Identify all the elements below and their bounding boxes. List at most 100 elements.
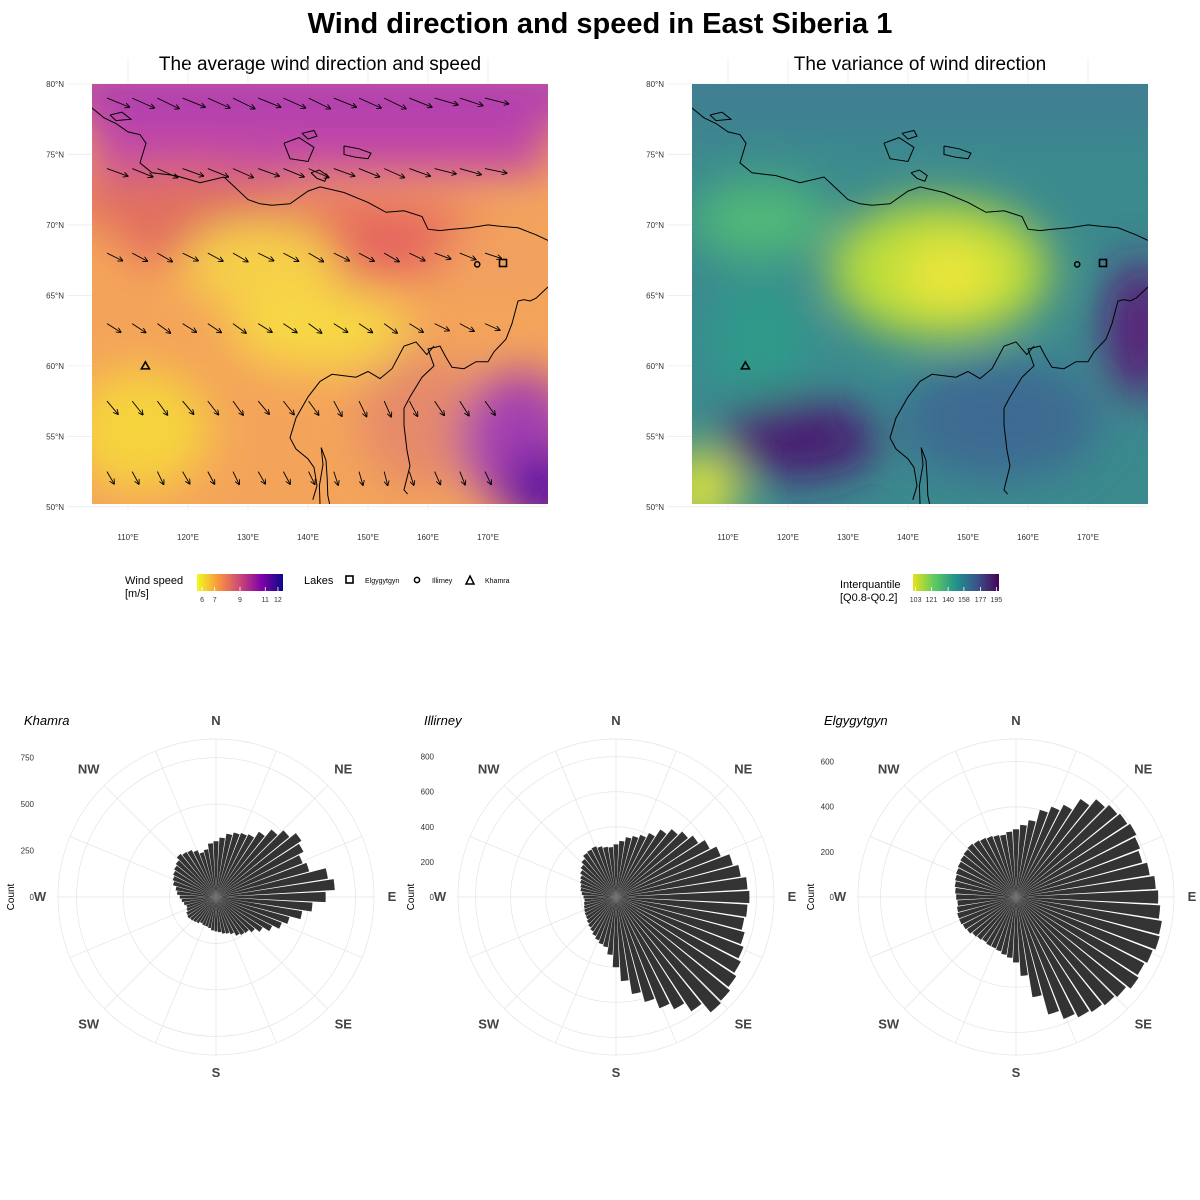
wind-arrow: [131, 400, 143, 414]
rose-bar: [1016, 824, 1027, 897]
coastline-segment: [910, 169, 928, 182]
rose-bar: [584, 897, 616, 913]
lat-tick-label: 70°N: [646, 221, 664, 230]
wind-arrow: [232, 323, 246, 333]
colorbar-tick-label: 140: [942, 597, 954, 604]
colorbar-tick-label: 9: [238, 597, 242, 604]
map-wind-speed-title: The average wind direction and speed: [159, 54, 481, 75]
wind-arrow: [157, 400, 167, 415]
rose-spoke: [1015, 896, 1128, 1009]
rose-bar: [1016, 806, 1060, 897]
wind-rose-title: Elgygytgyn: [824, 713, 888, 728]
wind-arrow: [207, 323, 221, 333]
wind-arrow: [106, 471, 114, 484]
rose-tick-label: 600: [421, 788, 435, 797]
lat-tick-label: 65°N: [46, 291, 64, 300]
coastline-segment: [943, 145, 972, 160]
triangle-icon: [464, 574, 476, 585]
rose-ring: [76, 757, 356, 1037]
square-icon: [345, 575, 354, 584]
wind-arrow: [384, 97, 406, 109]
rose-bar: [580, 870, 616, 897]
coastline-segment: [109, 111, 133, 122]
rose-ylabel: Count: [406, 883, 417, 910]
colorbar-tick-label: 11: [262, 597, 269, 604]
coastline-segment: [1003, 286, 1148, 495]
wind-arrow: [232, 168, 253, 178]
lon-tick-label: 170°E: [477, 533, 499, 542]
wind-arrow: [484, 323, 500, 331]
rose-bar: [616, 835, 699, 897]
rose-bar: [616, 897, 685, 1010]
rose-bar: [216, 897, 240, 936]
wind-arrow: [358, 323, 372, 333]
rose-direction-label: NW: [78, 762, 100, 777]
coastline-segment: [289, 341, 435, 500]
rose-bar: [1016, 897, 1115, 1006]
rose-bar: [214, 897, 218, 932]
rose-bar: [1016, 897, 1102, 1013]
rose-bar: [993, 834, 1016, 897]
rose-tick-label: 0: [430, 893, 435, 902]
rose-bar: [616, 836, 639, 897]
map-direction-variance-axes: 80°N 75°N 70°N 65°N 60°N 55°N 50°N 110°E 120°E 13…: [646, 80, 1099, 542]
rose-bar: [957, 897, 1016, 906]
wind-arrow: [182, 252, 198, 261]
rose-bar: [216, 829, 278, 897]
rose-spoke: [615, 896, 728, 1009]
rose-bar: [616, 897, 737, 987]
wind-arrow: [383, 471, 387, 486]
rose-bar: [580, 879, 616, 897]
lat-tick-label: 50°N: [646, 503, 664, 512]
rose-bar: [173, 870, 216, 897]
rose-bar: [580, 864, 616, 897]
colorbar-tick-label: 195: [991, 597, 1003, 604]
wind-arrow: [459, 471, 465, 485]
wind-arrow: [409, 400, 417, 416]
wind-arrow: [257, 471, 265, 484]
rose-bar: [216, 855, 303, 897]
rose-direction-label: SE: [335, 1016, 353, 1031]
rose-bar: [613, 844, 619, 897]
wind-arrow: [232, 97, 255, 109]
rose-bar: [216, 897, 273, 932]
rose-bar: [972, 897, 1016, 937]
wind-arrow: [131, 252, 147, 261]
rose-direction-label: N: [1011, 713, 1020, 728]
wind-arrow: [383, 400, 391, 417]
rose-bar: [175, 886, 216, 897]
legend-interquantile-colorbar: [913, 574, 999, 591]
rose-bar: [590, 897, 616, 932]
rose-bar: [963, 849, 1016, 897]
rose-bar: [196, 897, 216, 924]
rose-spoke: [215, 896, 328, 1009]
legend-interquantile-title-2: [Q0.8-Q0.2]: [840, 592, 897, 604]
wind-arrow: [384, 168, 404, 178]
wind-arrow: [484, 471, 491, 485]
wind-arrow: [182, 97, 205, 107]
rose-bar: [616, 897, 655, 1002]
wind-arrow: [434, 400, 445, 415]
rose-bar: [1001, 897, 1016, 955]
map-direction-variance-title: The variance of wind direction: [794, 54, 1046, 75]
wind-arrow: [308, 400, 319, 415]
rose-tick-label: 500: [21, 800, 35, 809]
wind-arrow: [157, 97, 179, 109]
rose-bar: [973, 840, 1016, 897]
lat-tick-label: 80°N: [46, 80, 64, 89]
wind-arrow: [434, 97, 458, 105]
rose-bar: [186, 897, 216, 908]
wind-arrow: [207, 97, 230, 108]
wind-arrow: [157, 168, 177, 178]
rose-bar: [1012, 829, 1020, 897]
wind-arrow: [283, 252, 298, 261]
wind-arrow: [283, 168, 303, 177]
rose-bar: [1016, 837, 1141, 897]
rose-bar: [955, 887, 1016, 897]
wind-arrow: [308, 471, 315, 485]
rose-bar: [603, 846, 616, 897]
rose-bar: [216, 897, 303, 920]
lon-tick-label: 160°E: [1017, 533, 1039, 542]
lake-marker-circle: [1073, 261, 1081, 268]
rose-bar: [962, 897, 1016, 930]
